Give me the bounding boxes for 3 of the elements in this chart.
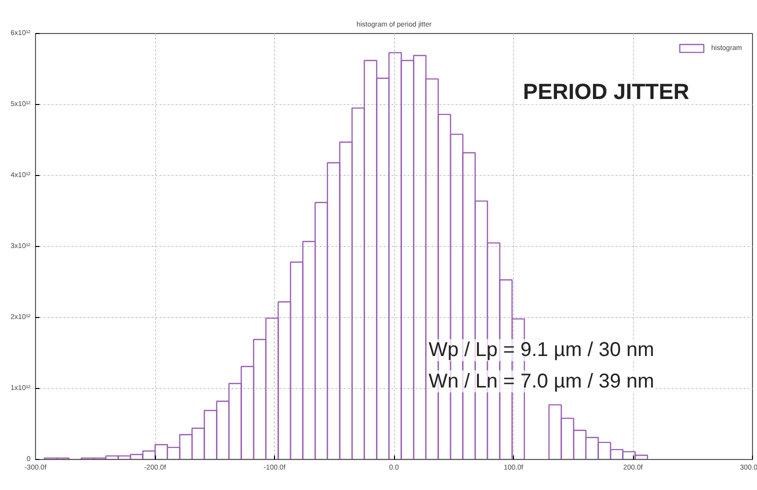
annotation: Wn / Ln = 7.0 µm / 39 nm xyxy=(428,370,654,392)
annotation: PERIOD JITTER xyxy=(523,79,690,104)
annotation: Wp / Lp = 9.1 µm / 30 nm xyxy=(428,339,654,362)
